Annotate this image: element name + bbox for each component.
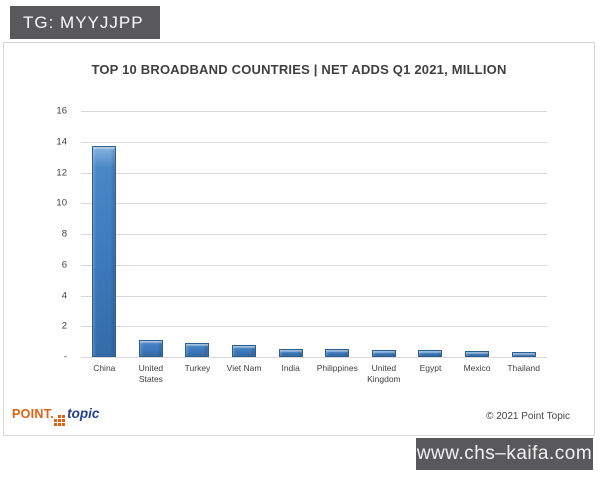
tg-watermark-badge: TG: MYYJJPP [10, 6, 160, 39]
x-axis-labels: China United States Turkey Viet Nam India Phi… [81, 363, 547, 386]
bar-china [92, 146, 117, 357]
bar-thailand [511, 351, 536, 357]
bar-slot [361, 111, 408, 357]
bar-slot [500, 111, 547, 357]
logo-topic-text: topic [67, 406, 100, 421]
gridline [81, 203, 547, 205]
bar-slot [267, 111, 314, 357]
y-axis-ticks: 16 14 12 10 8 6 4 2 - [32, 106, 73, 363]
x-label-egypt: Egypt [419, 363, 442, 373]
gridline [81, 357, 547, 358]
bar-mexico [465, 350, 490, 357]
bar-slot [221, 111, 268, 357]
y-tick-label: 2 [61, 320, 67, 332]
bar-slot [407, 111, 454, 357]
y-tick-label: 10 [56, 197, 67, 209]
y-tick-label: 4 [61, 290, 67, 301]
bar-philippines [325, 349, 350, 357]
bar-united-kingdom [371, 350, 396, 357]
x-label-india: India [281, 363, 300, 373]
bars [81, 111, 547, 357]
y-tick-label: - [63, 351, 67, 363]
tg-watermark-text: TG: MYYJJPP [23, 13, 144, 32]
chart-title: TOP 10 BROADBAND COUNTRIES | NET ADDS Q1… [91, 62, 507, 77]
plot-area [81, 111, 547, 358]
bar-viet-nam [232, 344, 257, 357]
copyright-text: © 2021 Point Topic [486, 411, 570, 422]
x-label-mexico: Mexico [463, 363, 491, 373]
bar-slot [174, 111, 221, 357]
x-label-china: China [93, 363, 116, 373]
gridline [81, 295, 547, 297]
y-tick-label: 6 [61, 259, 67, 271]
bar-united-states [138, 340, 163, 357]
bar-egypt [418, 350, 443, 357]
x-label-philippines: Philippines [316, 363, 358, 373]
gridline [81, 234, 547, 235]
bar-india [278, 349, 303, 357]
gridline [81, 141, 547, 143]
y-tick-label: 8 [61, 228, 67, 240]
x-label-viet-nam: Viet Nam [226, 363, 262, 373]
bar-slot [454, 111, 501, 357]
x-label-united-states: United States [138, 363, 164, 385]
logo-point-text: POINT. [12, 407, 55, 421]
y-tick-label: 14 [56, 136, 67, 148]
gridline [81, 326, 547, 328]
logo-squares-icon [54, 415, 66, 426]
bar-slot [128, 111, 175, 357]
gridline [81, 111, 547, 112]
gridline [81, 172, 547, 174]
y-tick-label: 12 [56, 167, 67, 178]
bar-slot [314, 111, 361, 357]
x-label-turkey: Turkey [184, 363, 211, 373]
site-watermark-badge: www.chs–kaifa.com [416, 438, 593, 470]
x-label-united-kingdom: United Kingdom [367, 363, 401, 385]
chart-card: TOP 10 BROADBAND COUNTRIES | NET ADDS Q1… [3, 42, 595, 436]
x-label-thailand: Thailand [507, 363, 540, 373]
site-watermark-text: www.chs–kaifa.com [416, 443, 593, 464]
bar-turkey [185, 343, 210, 357]
bar-slot [81, 111, 128, 357]
y-tick-label: 16 [56, 105, 67, 117]
gridline [81, 264, 547, 266]
point-topic-logo: POINT. topic [12, 406, 99, 426]
